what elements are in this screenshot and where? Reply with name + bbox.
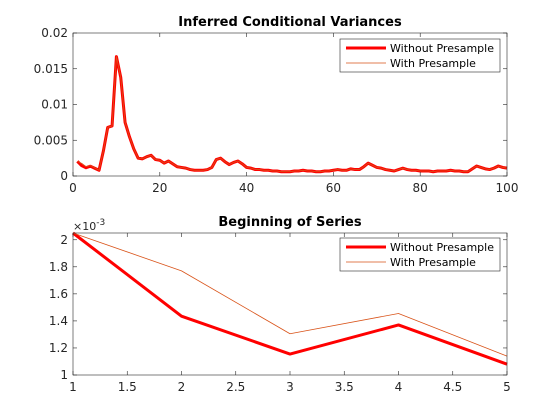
series-line-2	[77, 56, 508, 173]
y-tick-label: 1.4	[49, 314, 68, 328]
chart-1: Inferred Conditional Variances 0 20 40 60 80 1…	[34, 15, 519, 195]
y-tick-label: 0	[60, 169, 68, 183]
chart-title: Beginning of Series	[218, 215, 362, 230]
y-tick-label: 1	[60, 368, 68, 382]
chart-2: Beginning of Series 1 1.5 2 2.5 3 3.5 4 4.5 5 1 1.2…	[49, 215, 511, 394]
y-tick-label: 0.02	[41, 26, 68, 40]
y-exponent-label: ×10-3	[73, 218, 105, 233]
x-tick-label: 20	[152, 181, 167, 195]
x-tick-label: 2	[178, 380, 186, 394]
x-tick-label: 100	[496, 181, 519, 195]
legend: Without Presample With Presample	[339, 237, 501, 272]
y-tick-label: 0.005	[34, 133, 68, 147]
x-tick-label: 1.5	[118, 380, 137, 394]
x-tick-label: 60	[326, 181, 341, 195]
x-tick-label: 4	[395, 380, 403, 394]
legend: Without Presample With Presample	[339, 38, 501, 73]
x-tick-label: 5	[503, 380, 511, 394]
y-tick-label: 1.6	[49, 287, 68, 301]
legend-box	[339, 38, 501, 73]
x-tick-label: 2.5	[226, 380, 245, 394]
x-tick-label: 4.5	[443, 380, 462, 394]
series-line-1	[72, 231, 508, 366]
legend-label-1: Without Presample	[390, 241, 494, 254]
y-tick-label: 2	[60, 233, 68, 247]
legend-label-1: Without Presample	[390, 42, 494, 55]
x-tick-label: 0	[69, 181, 77, 195]
legend-label-2: With Presample	[390, 57, 476, 70]
x-tick-label: 3.5	[335, 380, 354, 394]
legend-box	[339, 237, 501, 272]
x-tick-label: 3	[286, 380, 294, 394]
y-tick-label: 0.015	[34, 62, 68, 76]
series-line-2	[72, 232, 508, 357]
y-tick-label: 1.2	[49, 341, 68, 355]
y-tick-label: 0.01	[41, 98, 68, 112]
x-tick-label: 80	[413, 181, 428, 195]
legend-label-2: With Presample	[390, 256, 476, 269]
x-tick-label: 40	[239, 181, 254, 195]
y-tick-label: 1.8	[49, 260, 68, 274]
chart-title: Inferred Conditional Variances	[178, 15, 402, 30]
x-tick-label: 1	[69, 380, 77, 394]
